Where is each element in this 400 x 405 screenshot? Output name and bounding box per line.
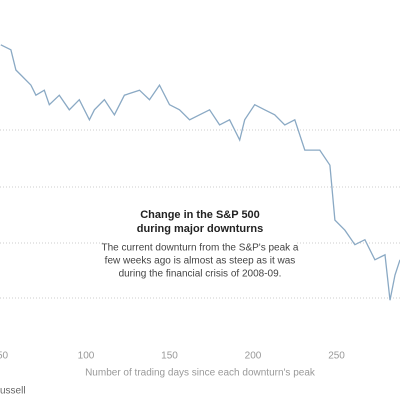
subtitle: few weeks ago is almost as steep as it w… <box>105 256 296 267</box>
x-tick-label: 150 <box>161 351 178 362</box>
subtitle: during the financial crisis of 2008-09. <box>119 269 282 280</box>
source: ussell <box>0 386 26 397</box>
annotation-bg <box>105 205 295 295</box>
x-tick-label: 200 <box>245 351 262 362</box>
chart-title: during major downturns <box>137 223 264 235</box>
line <box>0 44 400 301</box>
x-tick-label: 50 <box>0 351 9 362</box>
x-axis-label: Number of trading days since each downtu… <box>85 368 316 379</box>
subtitle: The current downturn from the S&P's peak… <box>101 243 298 254</box>
chart-title: Change in the S&P 500 <box>140 209 260 221</box>
x-tick-label: 100 <box>78 351 95 362</box>
x-tick-label: 250 <box>328 351 345 362</box>
